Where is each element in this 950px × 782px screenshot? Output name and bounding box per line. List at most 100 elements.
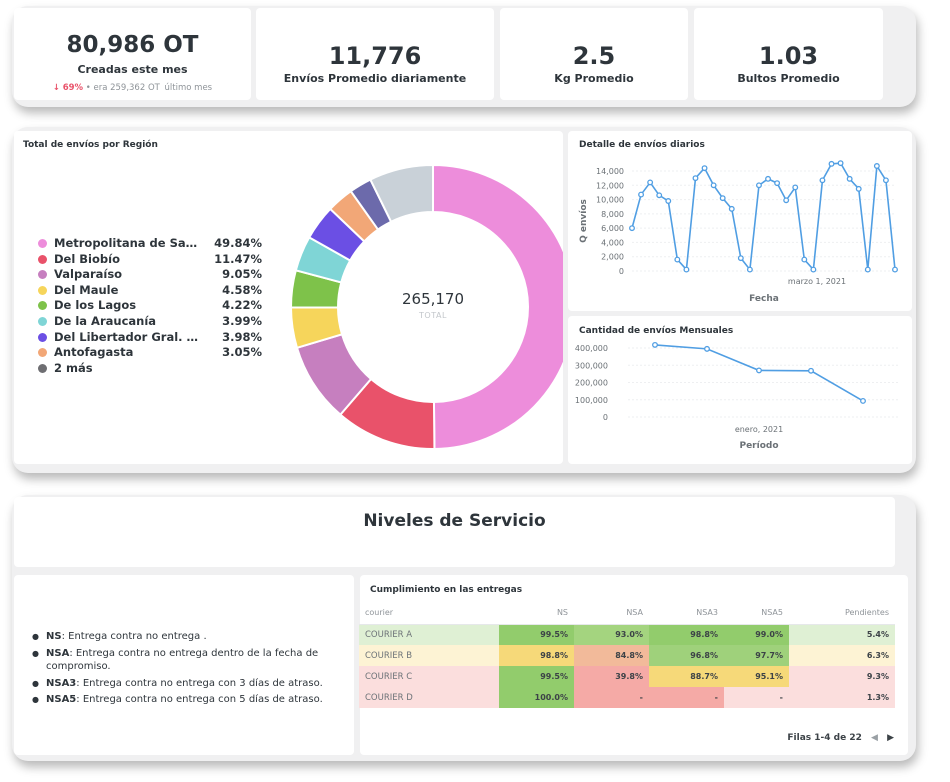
kpi-change-pct: 69% <box>62 83 84 93</box>
courier-cell: COURIER C <box>359 666 499 687</box>
donut-slice[interactable] <box>369 163 434 224</box>
kpi-card-kg[interactable]: 2.5 Kg Promedio <box>500 8 688 100</box>
data-point[interactable] <box>855 185 862 192</box>
data-point[interactable] <box>882 177 889 184</box>
column-header[interactable]: NSA <box>574 602 649 625</box>
data-point[interactable] <box>701 165 708 172</box>
kpi-card-daily[interactable]: 11,776 Envíos Promedio diariamente <box>256 8 494 100</box>
data-point[interactable] <box>683 266 690 273</box>
legend-item[interactable]: 2 más <box>38 361 262 376</box>
donut-slice[interactable] <box>432 163 563 451</box>
data-point[interactable] <box>674 256 681 263</box>
data-point[interactable] <box>810 266 817 273</box>
daily-line-chart[interactable]: 14,000 12,000 10,000 8,000 6,000 4,000 2,000 0 m… <box>568 131 912 311</box>
y-tick-label: 2,000 <box>601 253 624 262</box>
data-point[interactable] <box>783 197 790 204</box>
legend-item[interactable]: De la Araucanía 3.99% <box>38 314 262 329</box>
data-point[interactable] <box>647 179 654 186</box>
section-title-card: Niveles de Servicio <box>14 497 895 567</box>
data-point[interactable] <box>665 198 672 204</box>
column-header[interactable]: courier <box>359 602 499 625</box>
column-header[interactable]: Pendientes <box>789 602 895 625</box>
y-tick-label: 12,000 <box>596 181 624 190</box>
legend-swatch <box>38 254 47 264</box>
data-point[interactable] <box>656 192 663 199</box>
metric-cell: 5.4% <box>789 624 895 645</box>
next-page-icon[interactable]: ▶ <box>887 733 894 743</box>
daily-card[interactable]: Detalle de envíos diarios 14,000 12,000 10… <box>568 131 912 311</box>
data-point[interactable] <box>864 266 871 273</box>
y-axis-title: Q envíos <box>579 199 589 243</box>
table-row[interactable]: COURIER C 99.5% 39.8% 88.7% 95.1% 9.3% <box>359 666 895 687</box>
table-row[interactable]: COURIER B 98.8% 84.8% 96.8% 97.7% 6.3% <box>359 645 895 666</box>
legend-item[interactable]: Del Libertador Gral. Bernardo O'Higgins3… <box>38 330 262 345</box>
legend-item[interactable]: Metropolitana de Santiago49.84% <box>38 236 262 251</box>
data-point[interactable] <box>746 266 753 273</box>
column-header[interactable]: NSA5 <box>724 602 789 625</box>
metric-cell: 39.8% <box>574 666 649 687</box>
data-point[interactable] <box>792 184 799 191</box>
definition-term: NSA5 <box>46 694 77 705</box>
definition-text: : Entrega contra no entrega con 3 días d… <box>76 677 323 689</box>
region-card[interactable]: Total de envíos por Región Metropolitana… <box>14 131 563 464</box>
table-row[interactable]: COURIER D 100.0% - - -1.3% <box>359 687 895 708</box>
column-header-label: NS <box>556 608 568 618</box>
data-point[interactable] <box>704 345 710 352</box>
courier-cell: COURIER A <box>359 624 499 645</box>
metric-cell: 100.0% <box>499 687 574 708</box>
data-point[interactable] <box>652 341 658 348</box>
legend-pct: 3.05% <box>222 345 262 360</box>
column-header-label: Pendientes <box>844 608 889 618</box>
data-point[interactable] <box>629 225 635 232</box>
legend-item[interactable]: Valparaíso 9.05% <box>38 267 262 282</box>
data-point[interactable] <box>860 398 866 404</box>
kpi-change: ↓ 69% • era 259,362 OT último mes <box>14 83 251 93</box>
data-point[interactable] <box>873 163 880 169</box>
kpi-card-bultos[interactable]: 1.03 Bultos Promedio <box>694 8 883 100</box>
legend-pct: 3.98% <box>222 329 262 344</box>
kpi-card-ot[interactable]: 80,986 OT Creadas este mes ↓ 69% • era 2… <box>14 8 251 100</box>
definitions-list: NS: Entrega contra no entrega .NSA: Entr… <box>30 630 330 710</box>
legend-item[interactable]: Antofagasta 3.05% <box>38 345 262 360</box>
data-point[interactable] <box>737 255 744 262</box>
data-point[interactable] <box>765 175 771 182</box>
metric-cell: 98.8% <box>499 645 574 666</box>
data-point[interactable] <box>728 205 735 212</box>
column-header[interactable]: NSA3 <box>649 602 724 625</box>
courier-cell: COURIER B <box>359 645 499 666</box>
data-point[interactable] <box>719 195 726 202</box>
data-point[interactable] <box>756 367 762 374</box>
monthly-line-chart[interactable]: 400,000 300,000 200,000 100,000 0 enero, 2021… <box>568 316 912 464</box>
definition-term: NSA3 <box>46 677 77 689</box>
x-tick-label: marzo 1, 2021 <box>788 277 846 286</box>
data-point[interactable] <box>638 191 645 198</box>
kpi-value: 2.5 <box>572 42 616 70</box>
metric-cell: 99.0% <box>724 624 789 645</box>
legend-item[interactable]: Del Maule 4.58% <box>38 283 262 298</box>
data-point[interactable] <box>828 160 835 167</box>
data-point[interactable] <box>756 182 762 189</box>
y-tick-label: 6,000 <box>601 224 624 233</box>
data-point[interactable] <box>808 367 814 374</box>
data-point[interactable] <box>892 266 898 273</box>
kpi-value: 1.03 <box>758 42 819 70</box>
data-point[interactable] <box>837 160 844 167</box>
table-row[interactable]: COURIER A 99.5% 93.0% 98.8% 99.0% 5.4% <box>359 624 895 645</box>
data-point[interactable] <box>710 182 717 189</box>
data-point[interactable] <box>846 175 853 182</box>
prev-page-icon[interactable]: ◀ <box>871 733 878 743</box>
kpi-change-text: era 259,362 OT <box>93 83 160 93</box>
data-point[interactable] <box>801 256 808 263</box>
legend-item[interactable]: De los Lagos 4.22% <box>38 298 262 313</box>
data-point[interactable] <box>774 180 781 187</box>
metric-cell: 95.1% <box>724 666 789 687</box>
region-donut-chart[interactable] <box>14 131 563 464</box>
column-header[interactable]: NS <box>499 602 574 625</box>
kpi-value: 80,986 OT <box>66 32 199 58</box>
y-tick-label: 10,000 <box>596 196 624 205</box>
monthly-card[interactable]: Cantidad de envíos Mensuales 400,000 300,… <box>568 316 912 464</box>
legend-item[interactable]: Del Biobío 11.47% <box>38 252 262 267</box>
data-point[interactable] <box>819 177 826 184</box>
data-point[interactable] <box>692 175 699 182</box>
legend-swatch <box>38 285 47 295</box>
